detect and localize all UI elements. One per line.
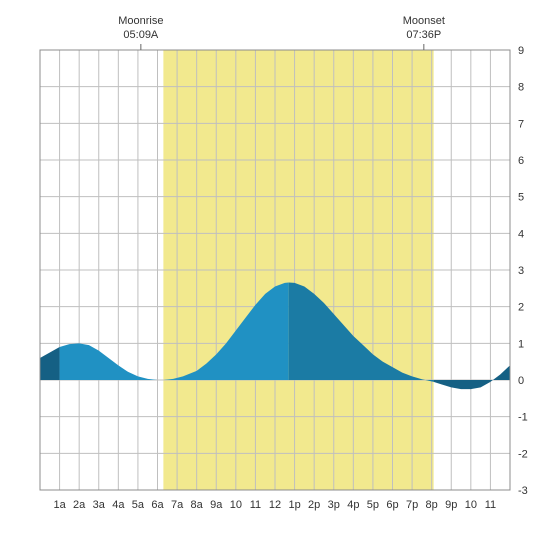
x-tick-label: 9p [445,499,457,511]
x-tick-label: 2p [308,499,320,511]
x-tick-label: 1p [288,499,300,511]
moonrise-label: Moonrise [118,15,163,27]
y-tick-label: 2 [518,302,524,314]
x-tick-label: 6a [151,499,164,511]
tide-chart: -3-2-101234567891a2a3a4a5a6a7a8a9a101112… [10,10,540,540]
chart-svg: -3-2-101234567891a2a3a4a5a6a7a8a9a101112… [10,10,540,540]
x-tick-label: 10 [465,499,477,511]
x-tick-label: 10 [230,499,242,511]
y-tick-label: -3 [518,485,528,497]
y-tick-label: 0 [518,375,524,387]
y-tick-label: 9 [518,45,524,57]
moonset-time: 07:36P [406,29,441,41]
x-tick-label: 8a [191,499,204,511]
x-tick-label: 2a [73,499,86,511]
x-tick-label: 6p [386,499,398,511]
y-tick-label: 8 [518,82,524,94]
x-tick-label: 7p [406,499,418,511]
y-tick-label: 3 [518,265,524,277]
y-tick-label: 4 [518,228,524,240]
y-tick-label: 6 [518,155,524,167]
x-tick-label: 12 [269,499,281,511]
x-tick-label: 9a [210,499,223,511]
x-tick-label: 7a [171,499,184,511]
y-tick-label: 5 [518,192,524,204]
x-tick-label: 11 [250,499,261,511]
y-tick-label: -2 [518,448,528,460]
x-tick-label: 11 [485,499,496,511]
y-tick-label: 7 [518,118,524,130]
x-tick-label: 5p [367,499,379,511]
y-tick-label: 1 [518,338,524,350]
x-tick-label: 5a [132,499,145,511]
x-tick-label: 1a [53,499,66,511]
x-tick-label: 3p [328,499,340,511]
x-tick-label: 3a [93,499,106,511]
x-tick-label: 4p [347,499,359,511]
moonrise-time: 05:09A [123,29,159,41]
x-tick-label: 8p [426,499,438,511]
y-tick-label: -1 [518,412,528,424]
x-tick-label: 4a [112,499,125,511]
moonset-label: Moonset [403,15,445,27]
